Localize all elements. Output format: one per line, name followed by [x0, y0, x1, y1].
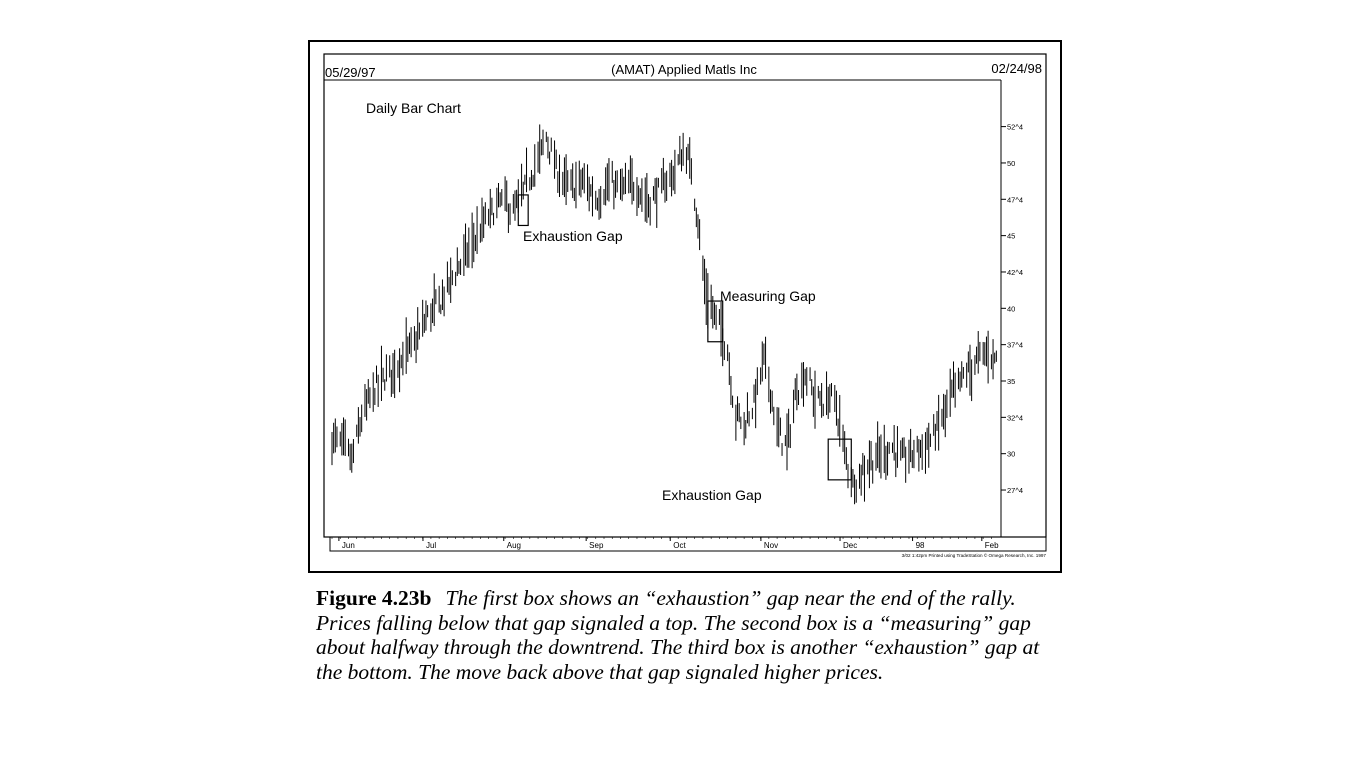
y-tick-label: 45	[1007, 232, 1015, 241]
gap-box	[707, 300, 724, 343]
y-tick-label: 32^4	[1007, 413, 1023, 422]
x-tick-label: 98	[916, 541, 925, 550]
figure-caption: Figure 4.23b The first box shows an “exha…	[316, 586, 1056, 684]
x-tick-label: Oct	[673, 541, 686, 550]
y-tick-label: 52^4	[1007, 123, 1023, 132]
end-date-label: 02/24/98	[991, 61, 1042, 76]
x-tick-label: Jul	[426, 541, 436, 550]
y-tick-label: 42^4	[1007, 268, 1023, 277]
start-date-label: 05/29/97	[325, 65, 376, 80]
chart-title: (AMAT) Applied Matls Inc	[611, 62, 757, 77]
gap-box	[517, 194, 529, 227]
price-bars	[331, 124, 997, 505]
annotations: Exhaustion Gap Measuring Gap Exhaustion Ga…	[517, 194, 852, 503]
y-tick-label: 50	[1007, 159, 1015, 168]
y-tick-label: 35	[1007, 377, 1015, 386]
chart-subtitle: Daily Bar Chart	[366, 100, 461, 116]
gap-label: Measuring Gap	[720, 288, 816, 304]
gap-box	[827, 438, 852, 481]
x-tick-label: Nov	[764, 541, 778, 550]
figure-frame	[308, 40, 1062, 573]
y-tick-label: 37^4	[1007, 341, 1023, 350]
plot-border	[323, 53, 1047, 538]
x-tick-label: Jun	[342, 541, 355, 550]
y-tick-label: 30	[1007, 450, 1015, 459]
x-tick-label: Feb	[985, 541, 999, 550]
x-tick-label: Dec	[843, 541, 857, 550]
gap-label: Exhaustion Gap	[662, 487, 762, 503]
y-axis: 52^4 50 47^4 45 42^4 40 37^4 35 32^4 30 27^4	[1001, 123, 1023, 495]
x-tick-label: Aug	[507, 541, 521, 550]
gap-label: Exhaustion Gap	[523, 228, 623, 244]
x-tick-label: Sep	[589, 541, 604, 550]
x-axis: Jun Jul Aug Sep Oct Nov Dec 98 Feb	[331, 537, 999, 550]
y-tick-label: 27^4	[1007, 486, 1023, 495]
x-axis-strip	[329, 536, 1047, 552]
y-tick-label: 40	[1007, 304, 1015, 313]
y-tick-label: 47^4	[1007, 195, 1023, 204]
caption-label: Figure 4.23b	[316, 586, 432, 610]
caption-text: The first box shows an “exhaustion” gap …	[316, 586, 1040, 684]
footer-credit: 3/02 1:42pm Printed using TradeStation ©…	[902, 552, 1047, 558]
